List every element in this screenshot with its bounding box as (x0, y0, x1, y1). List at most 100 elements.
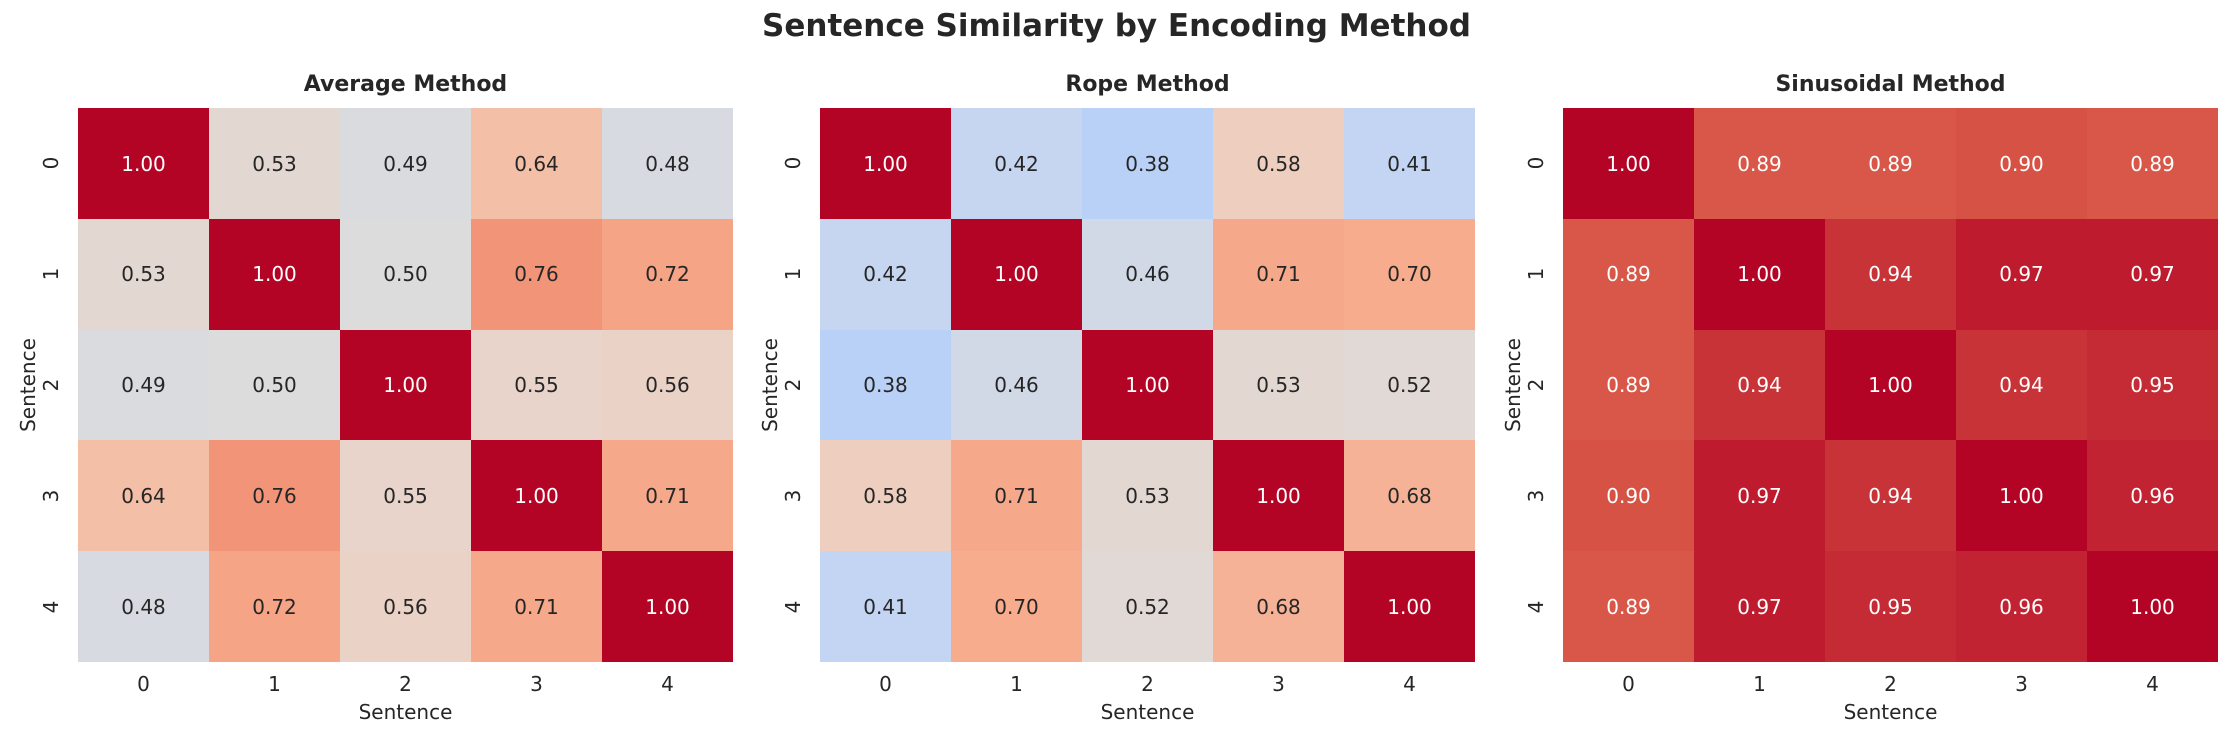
heatmap-cell: 0.53 (78, 218, 209, 330)
y-tick-label: 3 (781, 489, 805, 503)
y-tick-label: 4 (781, 600, 805, 613)
heatmap-grid: 1.00 0.42 0.38 0.58 0.41 0.42 1.00 0.46 0.71 0.70… (820, 108, 1475, 663)
heatmap-cell: 0.89 (2087, 108, 2218, 219)
x-axis-label: Sentence (358, 700, 453, 724)
y-tick-label: 4 (1524, 600, 1548, 613)
heatmap-cell: 0.64 (78, 440, 209, 552)
y-axis-label: Sentence (758, 338, 782, 432)
heatmap-cell: 0.53 (1213, 329, 1344, 441)
heatmap-cell: 0.71 (602, 440, 733, 552)
y-tick-label: 4 (39, 600, 63, 613)
x-tick-label: 0 (1622, 672, 1635, 696)
heatmap-cell: 0.71 (951, 440, 1082, 552)
heatmap-cell: 0.55 (340, 440, 471, 552)
y-axis-label: Sentence (16, 338, 40, 432)
panel-title: Rope Method (1065, 72, 1230, 97)
y-tick-label: 0 (781, 157, 805, 170)
heatmap-cell: 1.00 (1563, 108, 1694, 219)
heatmap-cell: 0.56 (340, 551, 471, 663)
heatmap-cell: 0.95 (2087, 329, 2218, 441)
heatmap-cell: 1.00 (1694, 218, 1825, 330)
heatmap-cell: 0.94 (1825, 218, 1956, 330)
heatmap-cell: 0.41 (1344, 108, 1475, 219)
heatmap-cell: 1.00 (1082, 329, 1213, 441)
x-tick-label: 3 (1272, 672, 1285, 696)
y-tick-label: 3 (1524, 489, 1548, 503)
heatmap-cell: 0.90 (1563, 440, 1694, 552)
heatmap-cell: 0.97 (1694, 440, 1825, 552)
heatmap-cell: 0.94 (1825, 440, 1956, 552)
x-tick-label: 4 (661, 672, 674, 696)
x-tick-label: 3 (530, 672, 543, 696)
heatmap-cell: 0.72 (209, 551, 340, 663)
heatmap-cell: 0.49 (340, 108, 471, 219)
x-tick-label: 1 (1010, 672, 1023, 696)
heatmap-cell: 0.96 (2087, 440, 2218, 552)
heatmap-cell: 0.89 (1563, 218, 1694, 330)
heatmap-cell: 0.76 (209, 440, 340, 552)
heatmap-cell: 1.00 (602, 551, 733, 663)
panel-title: Sinusoidal Method (1775, 72, 2006, 97)
y-tick-label: 0 (1524, 157, 1548, 170)
heatmap-cell: 0.48 (78, 551, 209, 663)
x-tick-label: 4 (2146, 672, 2159, 696)
y-tick-label: 1 (39, 267, 63, 281)
heatmap-cell: 0.42 (820, 218, 951, 330)
heatmap-cell: 0.97 (1956, 218, 2087, 330)
x-tick-label: 2 (1141, 672, 1154, 696)
heatmap-cell: 0.95 (1825, 551, 1956, 663)
heatmap-cell: 0.50 (340, 218, 471, 330)
figure-title: Sentence Similarity by Encoding Method (762, 8, 1471, 44)
x-tick-label: 0 (879, 672, 892, 696)
heatmap-cell: 1.00 (1956, 440, 2087, 552)
x-tick-label: 4 (1403, 672, 1416, 696)
x-axis-label: Sentence (1843, 700, 1938, 724)
heatmap-cell: 0.76 (471, 218, 602, 330)
heatmap-cell: 1.00 (340, 329, 471, 441)
heatmap-cell: 0.49 (78, 329, 209, 441)
heatmap-cell: 0.42 (951, 108, 1082, 219)
heatmap-cell: 0.97 (2087, 218, 2218, 330)
heatmap-cell: 0.96 (1956, 551, 2087, 663)
x-axis-label: Sentence (1100, 700, 1195, 724)
x-tick-label: 2 (1884, 672, 1897, 696)
y-axis-label: Sentence (1501, 338, 1525, 432)
heatmap-cell: 0.53 (1082, 440, 1213, 552)
x-tick-label: 3 (2015, 672, 2028, 696)
x-tick-label: 1 (1753, 672, 1766, 696)
y-tick-label: 1 (1524, 267, 1548, 281)
heatmap-cell: 0.68 (1344, 440, 1475, 552)
heatmap-cell: 0.38 (820, 329, 951, 441)
heatmap-cell: 1.00 (1344, 551, 1475, 663)
heatmap-cell: 0.72 (602, 218, 733, 330)
heatmap-cell: 0.70 (951, 551, 1082, 663)
heatmap-cell: 0.56 (602, 329, 733, 441)
heatmap-cell: 0.53 (209, 108, 340, 219)
heatmap-cell: 0.71 (471, 551, 602, 663)
heatmap-cell: 0.89 (1694, 108, 1825, 219)
heatmap-cell: 0.46 (951, 329, 1082, 441)
heatmap-grid: 1.00 0.53 0.49 0.64 0.48 0.53 1.00 0.50 0.76 0.72… (78, 108, 733, 663)
heatmap-cell: 0.55 (471, 329, 602, 441)
heatmap-cell: 0.97 (1694, 551, 1825, 663)
heatmap-cell: 0.50 (209, 329, 340, 441)
heatmap-cell: 0.71 (1213, 218, 1344, 330)
x-tick-label: 2 (399, 672, 412, 696)
heatmap-cell: 0.90 (1956, 108, 2087, 219)
y-tick-label: 2 (781, 378, 805, 392)
heatmap-cell: 0.89 (1825, 108, 1956, 219)
heatmap-cell: 0.46 (1082, 218, 1213, 330)
heatmap-cell: 0.89 (1563, 329, 1694, 441)
y-tick-label: 1 (781, 267, 805, 281)
heatmap-cell: 1.00 (1825, 329, 1956, 441)
heatmap-cell: 1.00 (820, 108, 951, 219)
heatmap-cell: 0.94 (1956, 329, 2087, 441)
heatmap-cell: 0.70 (1344, 218, 1475, 330)
heatmap-cell: 0.68 (1213, 551, 1344, 663)
y-tick-label: 2 (39, 378, 63, 392)
heatmap-grid: 1.00 0.89 0.89 0.90 0.89 0.89 1.00 0.94 0.97 0.97… (1563, 108, 2218, 663)
heatmap-cell: 1.00 (209, 218, 340, 330)
x-tick-label: 0 (137, 672, 150, 696)
heatmap-cell: 0.48 (602, 108, 733, 219)
heatmap-cell: 0.64 (471, 108, 602, 219)
